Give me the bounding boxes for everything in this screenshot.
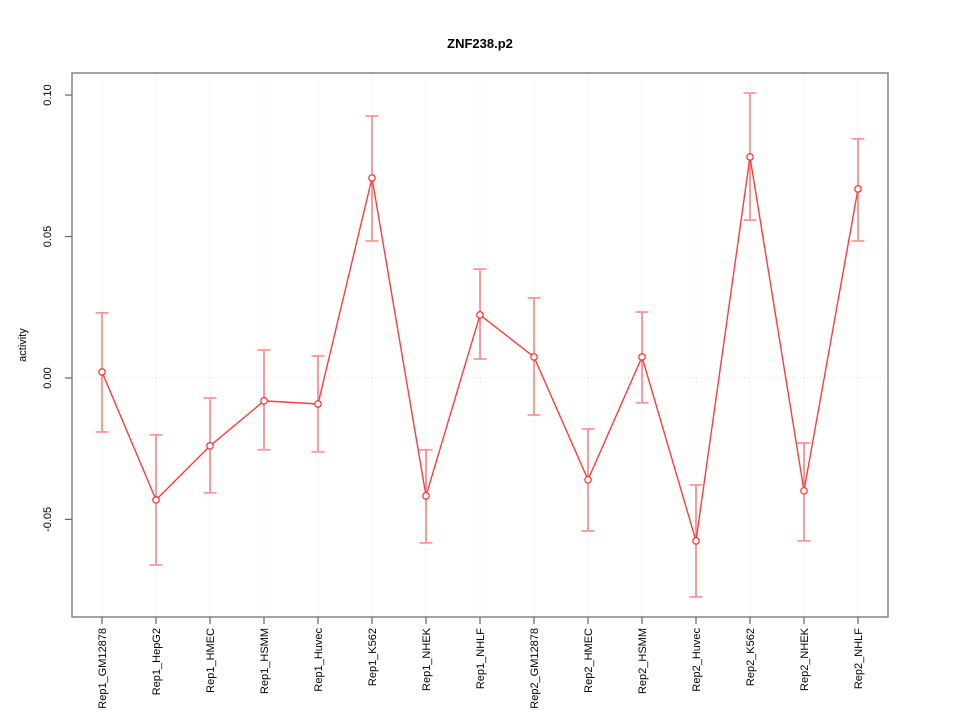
data-point (638, 353, 646, 361)
x-category-label: Rep2_GM12878 (529, 628, 541, 709)
y-axis-label: activity (17, 328, 29, 362)
data-point (368, 174, 376, 182)
x-category-label: Rep2_HMEC (583, 628, 595, 693)
data-point (476, 311, 484, 319)
data-point (98, 368, 106, 376)
x-category-label: Rep1_NHEK (421, 627, 433, 691)
chart-title: ZNF238.p2 (447, 36, 513, 51)
data-point (422, 492, 430, 500)
data-point (746, 153, 754, 161)
data-point (260, 397, 268, 405)
y-tick-label: 0.00 (42, 367, 54, 388)
data-point (692, 537, 700, 545)
x-category-label: Rep2_Huvec (691, 628, 703, 692)
x-category-label: Rep1_Huvec (313, 628, 325, 692)
data-point (800, 486, 808, 495)
x-category-label: Rep2_HSMM (637, 628, 649, 694)
x-category-label: Rep1_HepG2 (151, 628, 163, 695)
x-category-label: Rep2_NHLF (853, 628, 865, 689)
x-category-label: Rep1_NHLF (475, 628, 487, 689)
x-category-label: Rep2_K562 (745, 628, 757, 686)
data-point (584, 475, 592, 484)
x-category-label: Rep1_HSMM (259, 628, 271, 694)
x-category-label: Rep1_GM12878 (97, 628, 109, 709)
y-tick-label: 0.10 (42, 84, 54, 105)
data-point (530, 353, 538, 361)
data-point (854, 185, 862, 193)
x-category-label: Rep2_NHEK (799, 627, 811, 691)
y-tick-label: -0.05 (42, 507, 54, 532)
data-point (314, 400, 322, 408)
x-category-label: Rep1_K562 (367, 628, 379, 686)
x-category-label: Rep1_HMEC (205, 628, 217, 693)
data-point (206, 442, 214, 450)
data-point (152, 496, 160, 504)
y-tick-label: 0.05 (42, 226, 54, 247)
